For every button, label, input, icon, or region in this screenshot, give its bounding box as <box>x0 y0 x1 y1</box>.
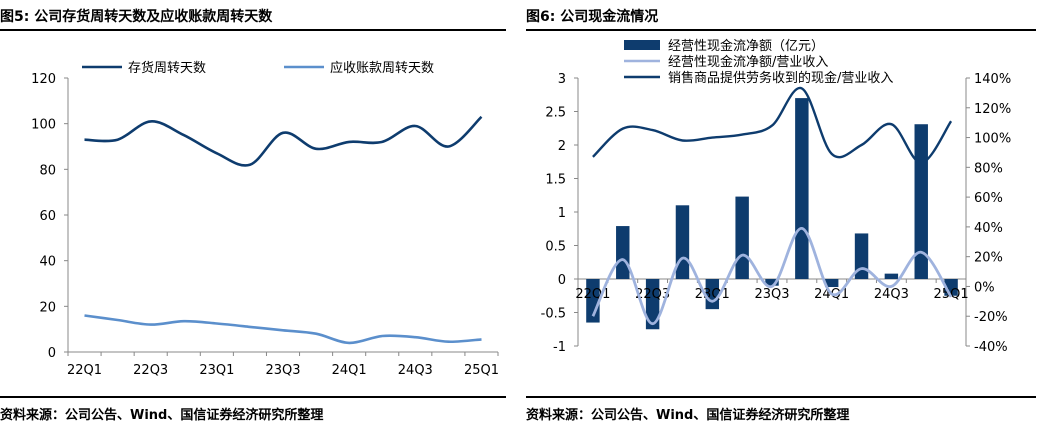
turnover-days-chart: 0 20 40 60 80 100 120 22Q1 22Q3 23Q1 23Q3 24Q1 24Q3 2… <box>31 60 499 378</box>
legend-swatch <box>624 40 660 50</box>
x-tick-label: 23Q3 <box>265 363 300 378</box>
right-y-tick-label: 0% <box>974 280 995 295</box>
x-tick-label: 24Q3 <box>874 287 909 302</box>
y-tick-label: 80 <box>39 163 56 178</box>
legend-label: 销售商品提供劳务收到的现金/营业收入 <box>668 70 893 86</box>
left-y-tick-label: 2.5 <box>545 106 566 121</box>
right-figure-panel: 图6: 公司现金流情况 -1 -0.5 0 0.5 1 1.5 2 2.5 3 -40% -20% 0… <box>526 0 1036 430</box>
bar-23Q3 <box>765 279 779 286</box>
y-tick-label: 60 <box>39 209 56 224</box>
right-y-tick-label: 120% <box>974 102 1011 117</box>
left-y-tick-label: 0.5 <box>545 240 566 255</box>
right-y-tick-label: -40% <box>974 340 1008 355</box>
legend-label: 应收账款周转天数 <box>330 60 434 76</box>
y-tick-label: 100 <box>31 118 56 133</box>
x-tick-label: 24Q1 <box>332 363 367 378</box>
bar-23Q1 <box>705 279 720 310</box>
left-y-tick-label: 0 <box>558 273 566 288</box>
right-y-tick-label: 60% <box>974 191 1003 206</box>
legend-label: 存货周转天数 <box>128 60 206 76</box>
x-tick-label: 23Q3 <box>754 287 789 302</box>
left-y-tick-label: 1.5 <box>545 173 566 188</box>
x-tick-label: 22Q3 <box>635 287 670 302</box>
right-y-tick-label: 140% <box>974 72 1011 87</box>
bar-22Q3 <box>645 279 660 330</box>
bar-23Q4 <box>795 98 809 279</box>
right-y-tick-label: -20% <box>974 310 1008 325</box>
bar-22Q4 <box>675 205 690 279</box>
x-tick-label: 22Q3 <box>133 363 168 378</box>
right-y-tick-label: 100% <box>974 132 1011 147</box>
y-tick-label: 40 <box>39 255 56 270</box>
left-y-tick-label: 3 <box>558 72 566 87</box>
line-series-1 <box>591 227 953 326</box>
left-figure-title: 图5: 公司存货周转天数及应收账款周转天数 <box>0 9 273 25</box>
line-series-0 <box>84 115 483 167</box>
left-y-tick-label: -0.5 <box>541 307 566 322</box>
x-tick-label: 25Q1 <box>464 363 499 378</box>
y-tick-label: 120 <box>31 72 56 87</box>
left-source-note: 资料来源：公司公告、Wind、国信证券经济研究所整理 <box>0 408 324 423</box>
y-tick-label: 20 <box>39 300 56 315</box>
x-tick-label: 23Q1 <box>199 363 234 378</box>
legend-label: 经营性现金流净额/营业收入 <box>668 54 828 70</box>
right-y-tick-label: 40% <box>974 221 1003 236</box>
x-tick-label: 22Q1 <box>67 363 102 378</box>
bar-22Q2 <box>616 226 630 279</box>
right-y-tick-label: 80% <box>974 161 1003 176</box>
left-bottom-rule <box>0 396 506 398</box>
right-top-rule <box>526 29 1036 31</box>
left-y-tick-label: -1 <box>553 340 566 355</box>
right-source-note: 资料来源：公司公告、Wind、国信证券经济研究所整理 <box>526 408 850 423</box>
y-tick-label: 0 <box>48 346 56 361</box>
bar-24Q3 <box>884 273 899 279</box>
left-top-rule <box>0 29 506 31</box>
right-figure-title: 图6: 公司现金流情况 <box>526 9 659 25</box>
bar-24Q1 <box>824 279 839 288</box>
right-y-tick-label: 20% <box>974 251 1003 266</box>
left-figure-panel: 图5: 公司存货周转天数及应收账款周转天数 0 20 40 60 80 100 120 22Q… <box>0 0 506 430</box>
line-series-1 <box>84 314 482 345</box>
line-series-2 <box>592 87 953 165</box>
x-tick-label: 24Q3 <box>398 363 433 378</box>
bar-23Q2 <box>735 196 749 279</box>
cash-flow-chart: -1 -0.5 0 0.5 1 1.5 2 2.5 3 -40% -20% 0% 20% 40% 60% 80… <box>541 38 1012 355</box>
left-y-tick-label: 2 <box>558 139 566 154</box>
legend-label: 经营性现金流净额（亿元） <box>668 38 824 54</box>
x-tick-label: 23Q1 <box>695 287 730 302</box>
right-bottom-rule <box>526 396 1036 398</box>
left-y-tick-label: 1 <box>558 206 566 221</box>
